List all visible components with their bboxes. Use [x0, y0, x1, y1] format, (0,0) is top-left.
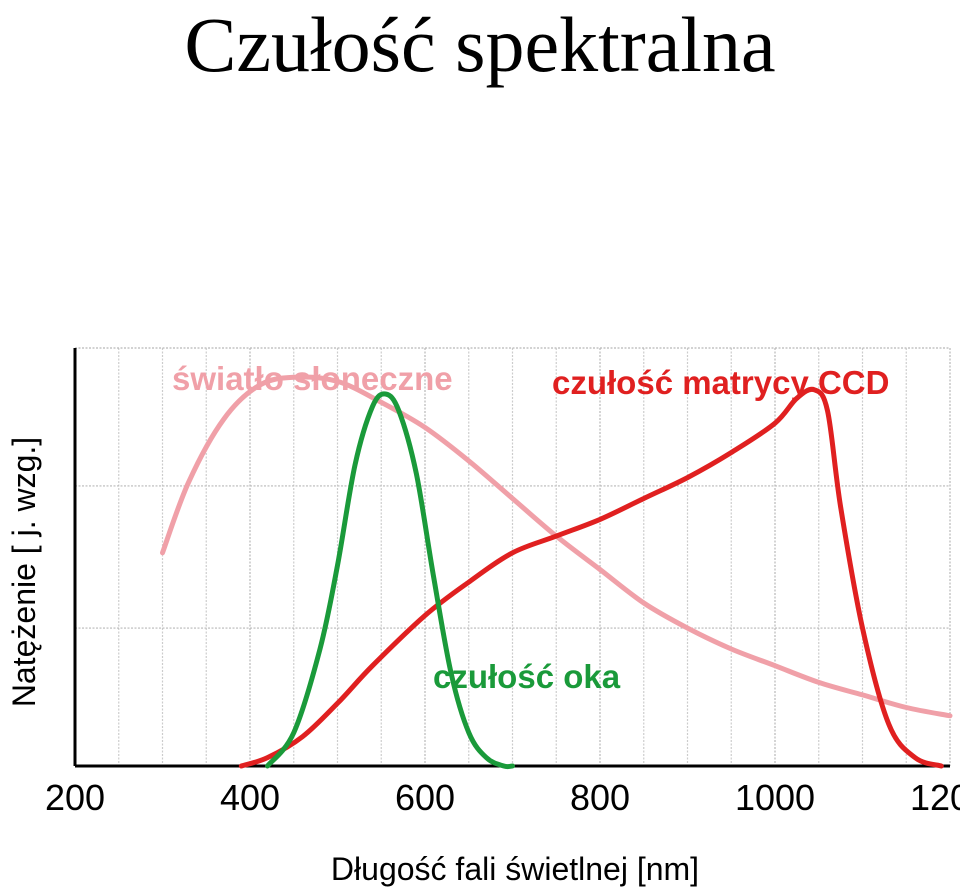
series-label-eye: czułość oka	[433, 658, 621, 695]
series-line-eye	[265, 391, 515, 770]
x-tick-label: 600	[395, 777, 455, 818]
x-tick-label: 800	[570, 777, 630, 818]
x-tick-label: 200	[45, 777, 105, 818]
series-line-ccd	[238, 386, 944, 769]
x-tick-label: 1200	[910, 777, 960, 818]
grid	[74, 347, 951, 766]
x-tick-label: 1000	[735, 777, 815, 818]
y-axis-label: Natężenie [ j. wzg.]	[6, 437, 42, 707]
series-line-sunlight	[160, 374, 953, 719]
x-axis-label: Długość fali świetlnej [nm]	[331, 851, 699, 887]
series-label-ccd: czułość matrycy CCD	[552, 364, 889, 401]
series-label-sunlight: światło słoneczne	[172, 360, 453, 397]
series-lines	[160, 374, 953, 770]
x-tick-label: 400	[220, 777, 280, 818]
page-title: Czułość spektralna	[184, 1, 776, 88]
x-tick-labels: 200 400 600 800 1000 1200	[45, 777, 960, 818]
